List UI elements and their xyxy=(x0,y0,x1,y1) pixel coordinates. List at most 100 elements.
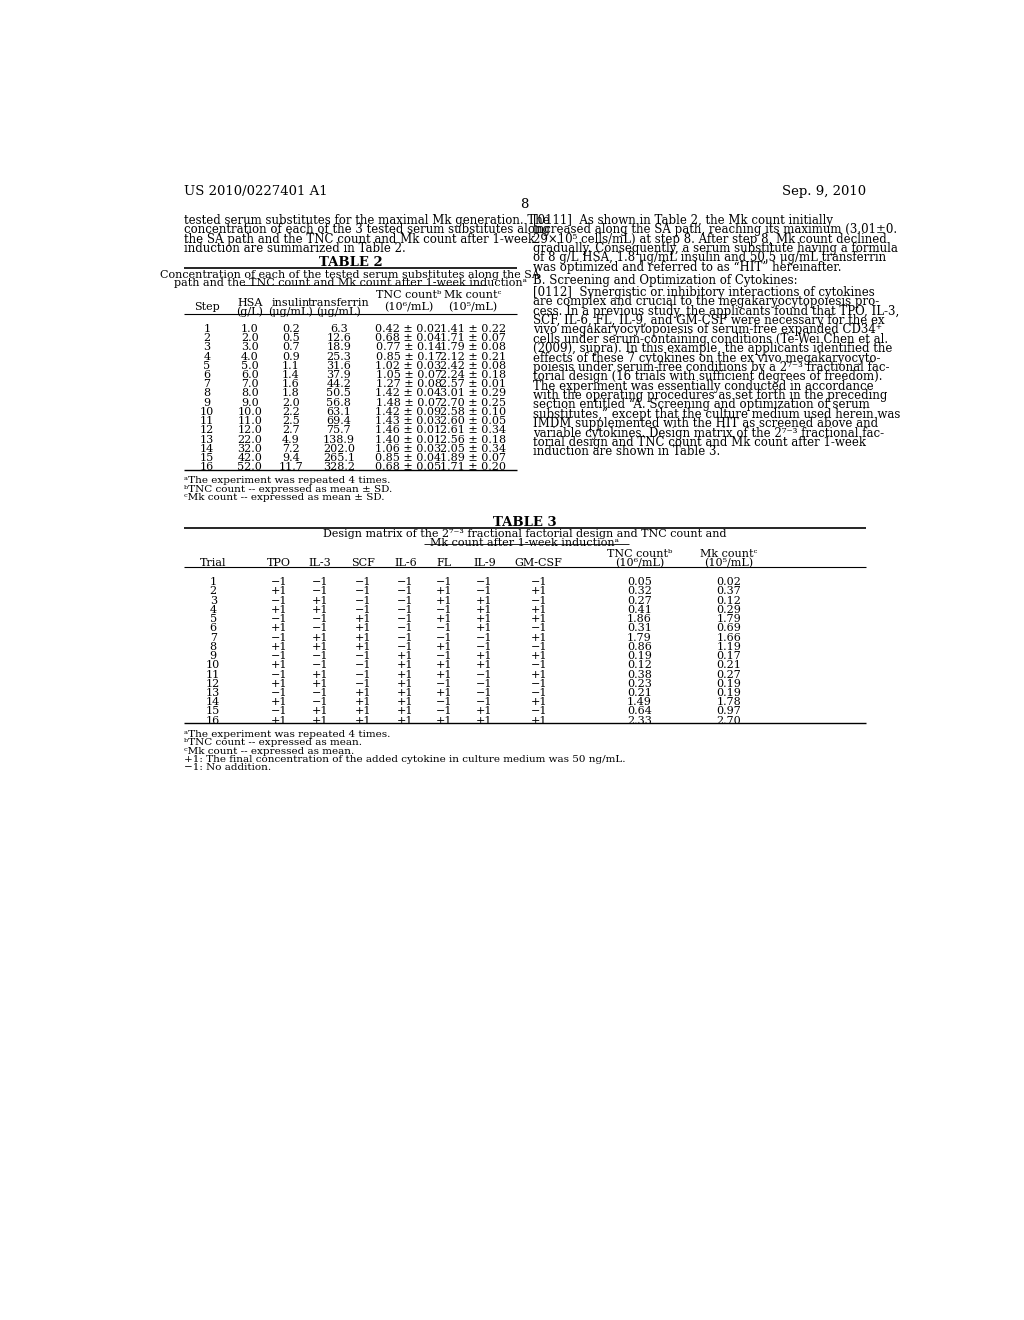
Text: −1: −1 xyxy=(530,688,547,698)
Text: +1: +1 xyxy=(436,688,453,698)
Text: +1: +1 xyxy=(312,715,329,726)
Text: 0.7: 0.7 xyxy=(282,342,300,352)
Text: 69.4: 69.4 xyxy=(327,416,351,426)
Text: 3.0: 3.0 xyxy=(241,342,258,352)
Text: 3: 3 xyxy=(210,595,217,606)
Text: ᵇTNC count -- expressed as mean ± SD.: ᵇTNC count -- expressed as mean ± SD. xyxy=(183,484,392,494)
Text: 0.37: 0.37 xyxy=(716,586,741,597)
Text: 9.4: 9.4 xyxy=(282,453,300,463)
Text: induction are shown in Table 3.: induction are shown in Table 3. xyxy=(532,445,720,458)
Text: 1.1: 1.1 xyxy=(282,360,300,371)
Text: 1.86: 1.86 xyxy=(627,614,652,624)
Text: the SA path and the TNC count and Mk count after 1-week: the SA path and the TNC count and Mk cou… xyxy=(183,232,535,246)
Text: US 2010/0227401 A1: US 2010/0227401 A1 xyxy=(183,185,328,198)
Text: TNC countᵇ: TNC countᵇ xyxy=(376,290,441,300)
Text: 0.68 ± 0.04: 0.68 ± 0.04 xyxy=(376,333,441,343)
Text: −1: −1 xyxy=(476,632,493,643)
Text: (2009), supra). In this example, the applicants identified the: (2009), supra). In this example, the app… xyxy=(532,342,892,355)
Text: −1: −1 xyxy=(530,595,547,606)
Text: +1: +1 xyxy=(476,605,493,615)
Text: 52.0: 52.0 xyxy=(238,462,262,473)
Text: 1.66: 1.66 xyxy=(716,632,741,643)
Text: 0.02: 0.02 xyxy=(716,577,741,587)
Text: +1: +1 xyxy=(436,642,453,652)
Text: 1.42 ± 0.04: 1.42 ± 0.04 xyxy=(376,388,441,399)
Text: −1: −1 xyxy=(312,660,329,671)
Text: −1: −1 xyxy=(436,577,453,587)
Text: 9: 9 xyxy=(204,397,211,408)
Text: +1: +1 xyxy=(530,605,547,615)
Text: −1: −1 xyxy=(476,669,493,680)
Text: section entitled “A. Screening and optimization of serum: section entitled “A. Screening and optim… xyxy=(532,399,869,412)
Text: 0.2: 0.2 xyxy=(282,323,300,334)
Text: 31.6: 31.6 xyxy=(327,360,351,371)
Text: 2.05 ± 0.34: 2.05 ± 0.34 xyxy=(440,444,506,454)
Text: 2.70: 2.70 xyxy=(716,715,741,726)
Text: +1: +1 xyxy=(271,678,288,689)
Text: 0.31: 0.31 xyxy=(627,623,652,634)
Text: 202.0: 202.0 xyxy=(323,444,354,454)
Text: 5: 5 xyxy=(210,614,217,624)
Text: −1: −1 xyxy=(397,595,414,606)
Text: −1: −1 xyxy=(354,586,371,597)
Text: 0.85 ± 0.17: 0.85 ± 0.17 xyxy=(376,351,441,362)
Text: (10⁶/mL): (10⁶/mL) xyxy=(614,558,665,568)
Text: path and the TNC count and Mk count after 1-week inductionᵃ: path and the TNC count and Mk count afte… xyxy=(174,279,527,288)
Text: −1: −1 xyxy=(271,651,288,661)
Text: −1: −1 xyxy=(354,605,371,615)
Text: 10: 10 xyxy=(200,407,214,417)
Text: 16: 16 xyxy=(206,715,220,726)
Text: −1: −1 xyxy=(436,697,453,708)
Text: 37.9: 37.9 xyxy=(327,370,351,380)
Text: +1: +1 xyxy=(271,586,288,597)
Text: ᵃThe experiment was repeated 4 times.: ᵃThe experiment was repeated 4 times. xyxy=(183,730,390,739)
Text: +1: +1 xyxy=(354,715,371,726)
Text: +1: +1 xyxy=(476,706,493,717)
Text: −1: −1 xyxy=(476,678,493,689)
Text: −1: −1 xyxy=(312,688,329,698)
Text: 5.0: 5.0 xyxy=(241,360,258,371)
Text: transferrin: transferrin xyxy=(308,298,370,309)
Text: −1: −1 xyxy=(271,706,288,717)
Text: 10: 10 xyxy=(206,660,220,671)
Text: +1: +1 xyxy=(354,632,371,643)
Text: +1: +1 xyxy=(476,623,493,634)
Text: 1.78: 1.78 xyxy=(716,697,741,708)
Text: variable cytokines. Design matrix of the 2⁷⁻³ fractional fac-: variable cytokines. Design matrix of the… xyxy=(532,426,884,440)
Text: −1: No addition.: −1: No addition. xyxy=(183,763,271,772)
Text: +1: +1 xyxy=(397,688,414,698)
Text: 7.0: 7.0 xyxy=(241,379,258,389)
Text: 2.56 ± 0.18: 2.56 ± 0.18 xyxy=(440,434,506,445)
Text: 0.17: 0.17 xyxy=(716,651,741,661)
Text: [0111]  As shown in Table 2, the Mk count initially: [0111] As shown in Table 2, the Mk count… xyxy=(532,214,833,227)
Text: −1: −1 xyxy=(530,678,547,689)
Text: −1: −1 xyxy=(397,586,414,597)
Text: poiesis under serum-free conditions by a 2⁷⁻³ fractional fac-: poiesis under serum-free conditions by a… xyxy=(532,360,889,374)
Text: −1: −1 xyxy=(476,688,493,698)
Text: IL-6: IL-6 xyxy=(394,558,417,568)
Text: +1: +1 xyxy=(271,660,288,671)
Text: GM-CSF: GM-CSF xyxy=(515,558,562,568)
Text: 56.8: 56.8 xyxy=(327,397,351,408)
Text: Design matrix of the 2⁷⁻³ fractional factorial design and TNC count and: Design matrix of the 2⁷⁻³ fractional fac… xyxy=(323,529,727,540)
Text: 0.19: 0.19 xyxy=(716,688,741,698)
Text: +1: +1 xyxy=(271,623,288,634)
Text: −1: −1 xyxy=(312,586,329,597)
Text: 11.7: 11.7 xyxy=(279,462,303,473)
Text: (μg/mL): (μg/mL) xyxy=(268,306,313,317)
Text: 138.9: 138.9 xyxy=(323,434,354,445)
Text: Step: Step xyxy=(195,302,220,313)
Text: 1.8: 1.8 xyxy=(282,388,300,399)
Text: 7.2: 7.2 xyxy=(282,444,300,454)
Text: +1: +1 xyxy=(354,614,371,624)
Text: 265.1: 265.1 xyxy=(323,453,354,463)
Text: cess. In a previous study, the applicants found that TPO, IL-3,: cess. In a previous study, the applicant… xyxy=(532,305,899,318)
Text: +1: +1 xyxy=(397,660,414,671)
Text: −1: −1 xyxy=(271,577,288,587)
Text: 0.21: 0.21 xyxy=(627,688,652,698)
Text: 0.23: 0.23 xyxy=(627,678,652,689)
Text: 2.58 ± 0.10: 2.58 ± 0.10 xyxy=(440,407,506,417)
Text: 3.01 ± 0.29: 3.01 ± 0.29 xyxy=(440,388,506,399)
Text: gradually. Consequently, a serum substitute having a formula: gradually. Consequently, a serum substit… xyxy=(532,242,897,255)
Text: 0.05: 0.05 xyxy=(627,577,652,587)
